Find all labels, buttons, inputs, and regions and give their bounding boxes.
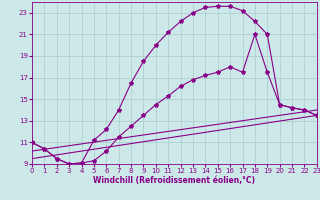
X-axis label: Windchill (Refroidissement éolien,°C): Windchill (Refroidissement éolien,°C) [93, 176, 255, 185]
